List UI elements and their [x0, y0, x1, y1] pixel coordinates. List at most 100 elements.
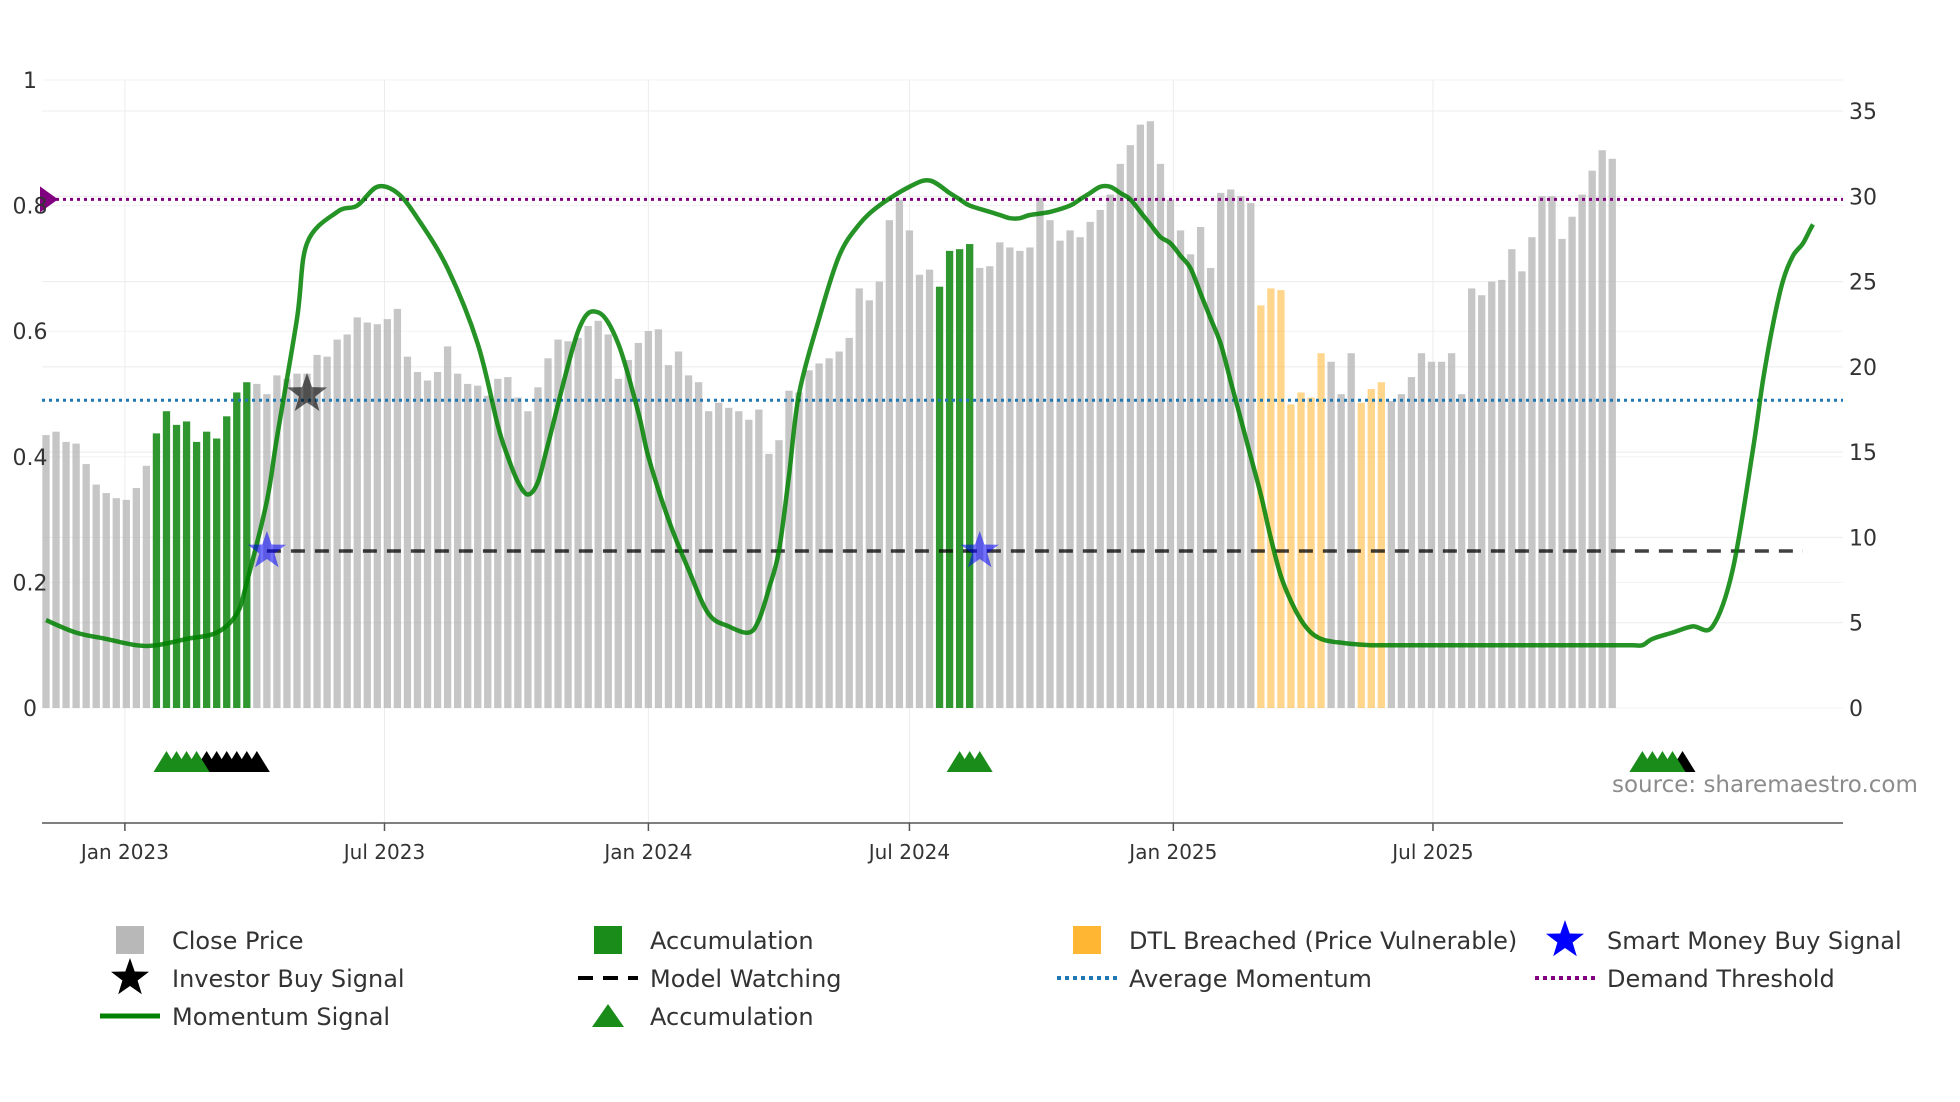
close-price-bar	[293, 373, 301, 708]
accumulation-bar	[202, 431, 211, 708]
close-price-bar	[363, 322, 371, 708]
close-price-bar	[805, 370, 813, 708]
left-axis-tick-label: 0.2	[13, 571, 48, 596]
left-axis-tick-label: 0.6	[13, 320, 48, 345]
dtl-breached-bar	[1377, 382, 1385, 708]
close-price-bar	[895, 199, 904, 708]
close-price-bar	[624, 360, 632, 708]
left-axis-tick-label: 0	[23, 697, 37, 722]
close-price-bar	[1146, 121, 1155, 709]
accumulation-bar	[945, 250, 954, 708]
price-bars	[42, 121, 1616, 709]
legend-item-watching: Model Watching	[578, 965, 842, 993]
close-price-bar	[664, 365, 673, 708]
close-price-bar	[1066, 230, 1074, 708]
close-price-bar	[1447, 353, 1456, 708]
reference-lines	[40, 186, 1843, 553]
close-price-bar	[1166, 199, 1175, 708]
dtl-breached-bar	[1367, 389, 1375, 708]
close-price-bar	[82, 464, 90, 708]
accumulation-marker-triangle	[1659, 751, 1686, 772]
close-price-bar	[634, 342, 643, 708]
close-price-bar	[92, 484, 100, 708]
close-price-bar	[413, 371, 422, 708]
close-price-bar	[996, 242, 1004, 708]
close-price-bar	[1116, 163, 1124, 708]
close-price-bar	[815, 363, 823, 708]
close-price-bar	[1186, 254, 1195, 708]
close-price-bar	[1206, 267, 1215, 708]
dtl-breached-bar	[1277, 290, 1285, 708]
close-price-bar	[1076, 237, 1084, 708]
close-price-bar	[1096, 209, 1104, 708]
close-price-bar	[1558, 238, 1566, 708]
close-price-bar	[443, 346, 452, 708]
close-price-bar	[1136, 124, 1145, 708]
close-price-bar	[112, 498, 120, 708]
legend: Close Price Investor Buy Signal Momentum S…	[100, 920, 1902, 1031]
accumulation-marker-triangle	[183, 751, 210, 772]
accumulation-bar	[243, 382, 251, 708]
close-price-bar	[715, 402, 723, 708]
close-price-bar	[1538, 196, 1546, 709]
demand-threshold-marker	[40, 186, 58, 213]
left-axis-tick-label: 0.8	[13, 195, 48, 220]
legend-item-avg: Average Momentum	[1057, 965, 1372, 993]
x-axis-tick-label: Jul 2024	[867, 840, 950, 864]
close-price-bar	[474, 385, 482, 708]
close-price-bar	[905, 230, 914, 708]
dtl-breached-bar	[1267, 288, 1275, 708]
legend-label: Investor Buy Signal	[172, 965, 405, 993]
accumulation-bar	[966, 244, 974, 709]
close-price-bar	[52, 431, 60, 708]
close-price-bar	[1578, 194, 1586, 708]
legend-label: DTL Breached (Price Vulnerable)	[1129, 927, 1517, 955]
lower-marker-panel	[42, 751, 1843, 824]
close-price-bar	[554, 339, 562, 708]
x-axis-tick-label: Jan 2023	[79, 840, 169, 864]
x-axis-tick-label: Jan 2025	[1127, 840, 1217, 864]
legend-label: Average Momentum	[1129, 965, 1372, 993]
close-price-bar	[1417, 353, 1426, 708]
close-price-bar	[654, 329, 663, 708]
close-price-bar	[845, 337, 853, 708]
close-price-bar	[1156, 163, 1165, 708]
x-axis-tick-label: Jul 2025	[1390, 840, 1473, 864]
x-axis-tick-label: Jul 2023	[342, 840, 425, 864]
close-price-bar	[875, 281, 883, 708]
right-axis-tick-label: 5	[1849, 612, 1863, 637]
close-price-bar	[393, 308, 402, 708]
close-price-bar	[534, 387, 542, 708]
smart-money-buy-signal-star	[960, 531, 999, 568]
legend-item-demand: Demand Threshold	[1535, 965, 1835, 993]
close-price-bar	[745, 419, 753, 708]
close-price-bar	[1337, 394, 1345, 708]
legend-item-investor: Investor Buy Signal	[111, 958, 405, 995]
close-price-bar	[644, 331, 653, 708]
close-price-bar	[132, 487, 141, 708]
close-price-bar	[925, 269, 934, 708]
close-price-bar	[1498, 279, 1506, 708]
close-price-bar	[785, 390, 793, 708]
accumulation-bar	[955, 249, 964, 708]
close-price-bar	[383, 319, 392, 708]
close-price-bar	[72, 443, 80, 708]
close-price-bar	[1488, 281, 1496, 708]
legend-label: Accumulation	[650, 927, 814, 955]
close-price-bar	[1588, 170, 1596, 708]
close-price-bar	[1016, 250, 1024, 708]
close-price-bar	[564, 341, 572, 708]
accumulation-bar	[935, 286, 944, 708]
close-price-bar	[544, 358, 552, 708]
legend-item-accumulation_bar: Accumulation	[594, 926, 814, 955]
close-price-bar	[142, 465, 151, 708]
close-price-bar	[494, 378, 502, 708]
close-price-bar	[62, 441, 70, 708]
close-price-bar	[986, 266, 994, 708]
close-price-bar	[584, 325, 592, 708]
close-price-bar	[423, 380, 432, 708]
dtl-breached-bar	[1357, 402, 1365, 708]
accumulation-bar	[223, 416, 231, 708]
legend-item-accumulation_marker: Accumulation	[592, 1003, 814, 1031]
accumulation-bar	[182, 421, 191, 708]
